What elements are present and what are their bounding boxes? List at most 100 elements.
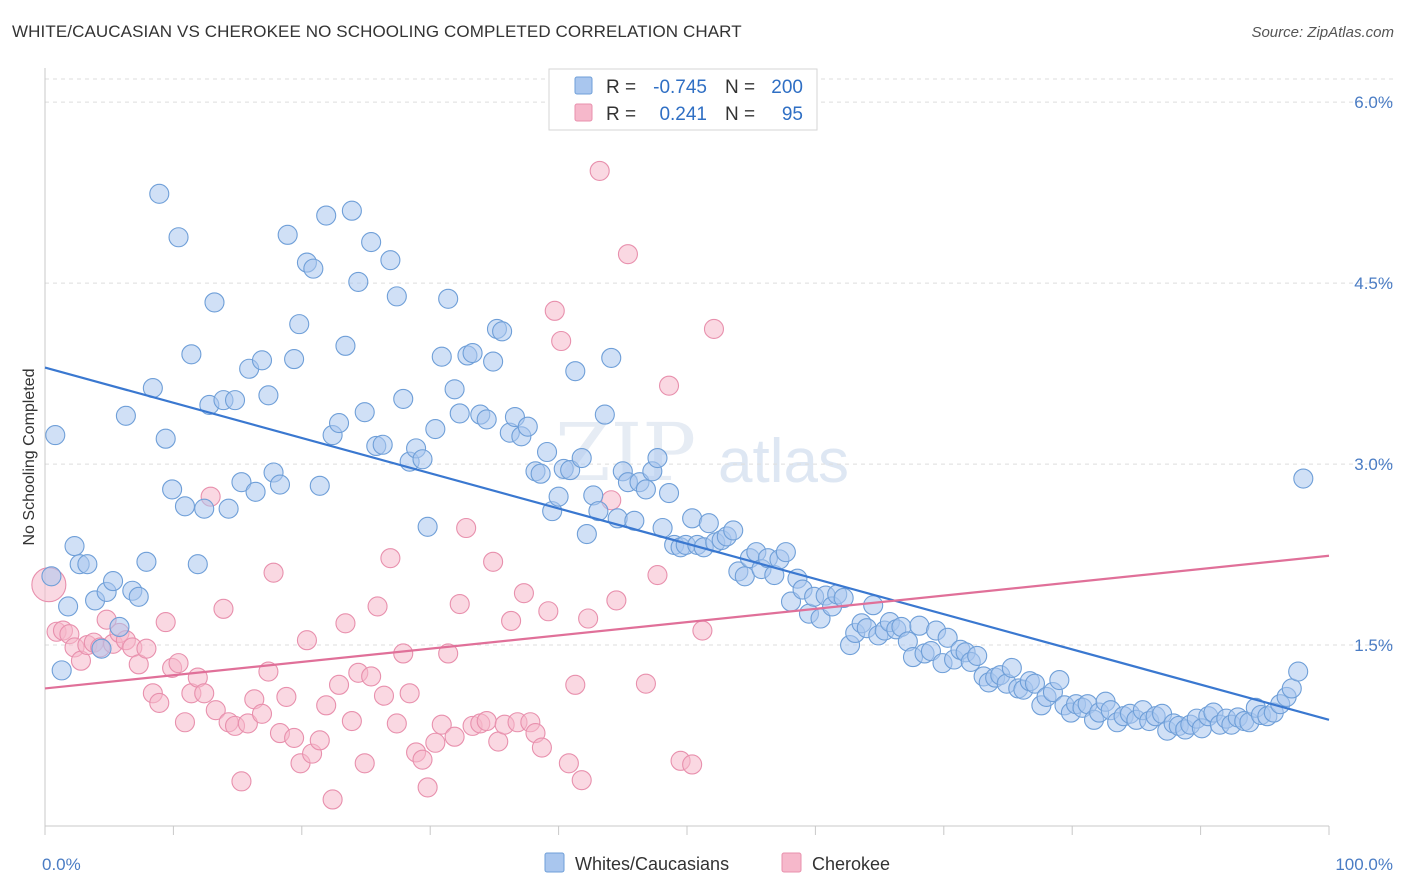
cherokee-point — [544, 300, 565, 321]
whites-point — [372, 434, 393, 455]
cherokee-point — [296, 630, 317, 651]
whites-point — [967, 645, 988, 666]
whites-point — [635, 479, 656, 500]
cherokee-point — [417, 777, 438, 798]
cherokee-point — [213, 598, 234, 619]
cherokee-point — [483, 551, 504, 572]
cherokee-point — [606, 590, 627, 611]
cherokee-point — [692, 620, 713, 641]
whites-point — [335, 335, 356, 356]
whites-point — [103, 571, 124, 592]
whites-point — [1001, 657, 1022, 679]
whites-point — [571, 447, 592, 469]
whites-point — [1293, 468, 1314, 489]
whites-point — [149, 183, 170, 204]
whites-point — [594, 404, 615, 425]
cherokee-point — [531, 737, 552, 758]
whites-point — [218, 498, 239, 519]
whites-point — [417, 516, 438, 537]
whites-point — [64, 536, 85, 557]
whites-point — [91, 638, 112, 659]
whites-point — [341, 200, 362, 221]
cherokee-point — [412, 749, 433, 770]
cherokee-point — [635, 673, 656, 694]
cherokee-point — [431, 714, 452, 735]
whites-point — [444, 379, 465, 400]
whites-point — [723, 520, 744, 541]
cherokee-point — [322, 789, 343, 810]
bottom-legend-swatch-cherokee — [781, 852, 802, 873]
cherokee-point — [251, 703, 273, 724]
legend-swatch-whites — [574, 76, 593, 95]
legend-box: R = -0.745 N = 200 R = 0.241 N = 95 — [548, 68, 818, 131]
cherokee-point — [194, 683, 215, 704]
whites-point — [289, 314, 310, 335]
whites-point — [576, 523, 597, 545]
whites-point — [431, 346, 452, 367]
cherokee-point — [237, 713, 258, 734]
whites-point — [909, 615, 930, 636]
whites-point — [316, 205, 337, 226]
cherokee-point — [399, 683, 420, 704]
cherokee-point — [501, 610, 522, 631]
y-axis-title: No Schooling Completed — [21, 369, 38, 546]
whites-point — [251, 350, 273, 371]
legend-swatch-cherokee — [574, 103, 593, 122]
cherokee-point — [373, 685, 395, 706]
whites-point — [548, 486, 569, 507]
cherokee-point — [589, 160, 610, 181]
cherokee-point — [168, 653, 189, 674]
watermark-atlas: atlas — [718, 427, 849, 496]
whites-point — [438, 288, 459, 309]
bottom-legend-label-whites: Whites/Caucasians — [575, 854, 729, 874]
whites-point — [425, 419, 446, 440]
whites-trend-line — [44, 366, 1330, 721]
whites-point — [45, 425, 66, 446]
cherokee-point — [558, 753, 579, 774]
whites-point — [155, 428, 176, 449]
whites-point — [181, 344, 202, 365]
whites-point — [393, 388, 414, 409]
cherokee-point — [205, 700, 226, 721]
cherokee-point — [425, 732, 446, 753]
whites-point — [187, 554, 208, 575]
whites-point — [412, 449, 433, 470]
whites-point — [58, 596, 79, 617]
cherokee-point — [444, 726, 465, 747]
whites-points — [41, 183, 1314, 741]
whites-point — [462, 343, 483, 364]
cherokee-points — [31, 160, 725, 810]
axis-layer — [44, 68, 1330, 835]
chart-title: WHITE/CAUCASIAN VS CHEROKEE NO SCHOOLING… — [12, 22, 742, 41]
cherokee-point — [565, 674, 586, 695]
whites-point — [483, 351, 504, 372]
whites-point — [303, 258, 324, 279]
y-tick-label: 3.0% — [1354, 455, 1393, 474]
whites-point — [863, 595, 884, 616]
whites-point — [1049, 669, 1070, 691]
whites-point — [168, 227, 189, 248]
whites-point — [361, 232, 382, 253]
legend-n-value-cherokee: 95 — [782, 104, 803, 125]
cherokee-point — [149, 692, 170, 713]
cherokee-point — [386, 713, 407, 734]
legend-n-label-cherokee: N = — [725, 104, 755, 125]
legend-r-label-cherokee: R = — [606, 104, 636, 125]
cherokee-point — [571, 770, 592, 791]
cherokee-point — [647, 565, 668, 586]
cherokee-point — [488, 731, 509, 752]
legend-r-label-whites: R = — [606, 77, 636, 98]
cherokee-point — [367, 596, 388, 617]
cherokee-point — [393, 643, 414, 664]
cherokee-point — [276, 686, 297, 707]
chart-source: Source: ZipAtlas.com — [1251, 24, 1394, 41]
legend-n-label-whites: N = — [725, 77, 755, 98]
whites-point — [245, 481, 266, 502]
cherokee-point — [155, 612, 176, 633]
whites-point — [174, 496, 196, 517]
whites-point — [1288, 661, 1309, 682]
cherokee-point — [682, 754, 703, 775]
whites-point — [204, 292, 225, 313]
whites-point — [1281, 678, 1302, 699]
cherokee-point — [538, 601, 559, 622]
